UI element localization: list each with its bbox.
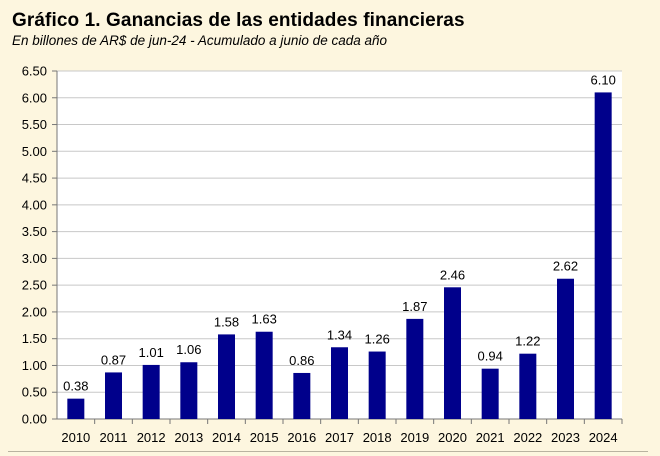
bar — [368, 351, 386, 419]
chart-subtitle: En billones de AR$ de jun-24 - Acumulado… — [12, 33, 388, 48]
data-label: 1.87 — [402, 299, 427, 314]
x-tick-label: 2010 — [61, 430, 90, 445]
y-tick-label: 0.00 — [22, 412, 47, 427]
data-label: 0.86 — [289, 353, 314, 368]
bar-chart: 0.00 0.50 1.00 1.50 2.00 2.50 3.00 3.50 4.00 4.50… — [22, 64, 623, 445]
x-tick-label: 2016 — [287, 430, 316, 445]
bar — [557, 278, 574, 419]
bar — [67, 398, 85, 419]
data-label: 1.06 — [176, 342, 201, 357]
x-tick-label: 2020 — [438, 430, 467, 445]
bar — [444, 287, 461, 419]
chart-title: Gráfico 1. Ganancias de las entidades fi… — [12, 10, 465, 31]
y-tick-label: 1.50 — [22, 331, 47, 346]
data-label: 2.46 — [440, 267, 465, 282]
y-tick-label: 5.00 — [22, 144, 47, 159]
y-tick-label: 3.50 — [22, 224, 47, 239]
y-tick-label: 2.00 — [22, 304, 47, 319]
data-label: 0.38 — [63, 379, 88, 394]
data-label: 6.10 — [591, 72, 616, 87]
y-tick-label: 1.00 — [22, 358, 47, 373]
data-label: 1.63 — [252, 312, 277, 327]
bar — [180, 362, 198, 419]
x-tick-label: 2014 — [212, 430, 241, 445]
x-tick-label: 2017 — [325, 430, 354, 445]
y-tick-label: 6.50 — [22, 64, 47, 79]
data-label: 1.22 — [515, 334, 540, 349]
data-label: 1.58 — [214, 314, 239, 329]
data-label: 1.34 — [327, 327, 352, 342]
x-tick-label: 2015 — [250, 430, 279, 445]
y-tick-label: 0.50 — [22, 385, 47, 400]
y-tick-label: 4.00 — [22, 197, 47, 212]
x-tick-label: 2011 — [100, 430, 128, 445]
bar — [293, 372, 311, 419]
y-tick-label: 3.00 — [22, 251, 47, 266]
bar — [481, 368, 499, 419]
bar — [255, 331, 273, 419]
y-tick-label: 4.50 — [22, 171, 47, 186]
bar — [331, 347, 348, 419]
bar — [406, 318, 424, 419]
data-label: 1.01 — [139, 345, 164, 360]
y-tick-label: 2.50 — [22, 278, 47, 293]
data-label: 2.62 — [553, 259, 578, 274]
bottom-rule — [8, 451, 648, 452]
data-label: 0.94 — [478, 349, 503, 364]
x-tick-label: 2023 — [551, 430, 580, 445]
x-tick-label: 2018 — [363, 430, 392, 445]
bar — [594, 92, 612, 419]
x-tick-label: 2012 — [137, 430, 166, 445]
x-tick-label: 2013 — [174, 430, 203, 445]
data-label: 1.26 — [365, 332, 390, 347]
x-tick-label: 2021 — [476, 430, 505, 445]
y-tick-label: 6.00 — [22, 90, 47, 105]
bar — [142, 364, 160, 419]
bar — [218, 334, 235, 419]
x-tick-label: 2019 — [400, 430, 429, 445]
bar — [105, 372, 122, 419]
data-label: 0.87 — [101, 352, 126, 367]
y-tick-label: 5.50 — [22, 117, 47, 132]
x-tick-label: 2022 — [513, 430, 542, 445]
x-tick-label: 2024 — [589, 430, 618, 445]
bar — [519, 353, 537, 419]
